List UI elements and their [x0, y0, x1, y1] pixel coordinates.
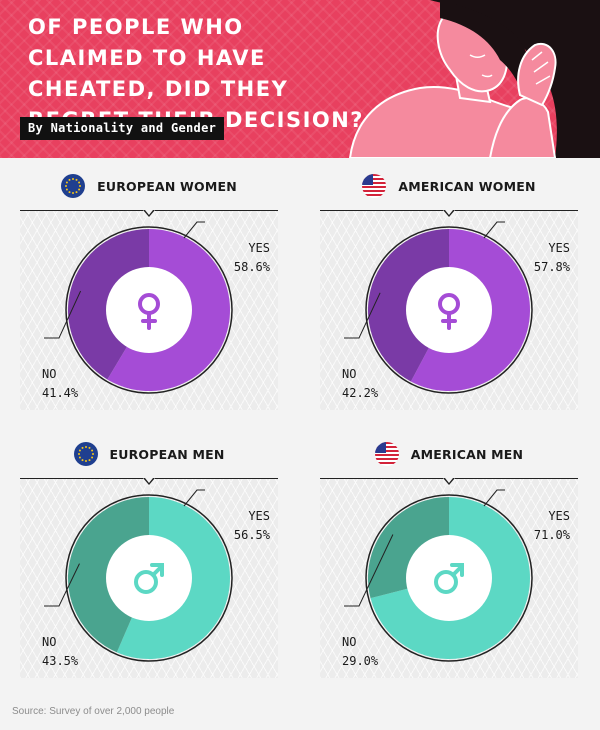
label-yes: YES 58.6%	[198, 239, 270, 277]
donut-hole	[406, 267, 492, 353]
panel-title: EUROPEAN MEN	[109, 446, 225, 462]
value-no: 43.5%	[42, 654, 79, 668]
leader-line-yes	[183, 489, 205, 507]
label-no: NO 42.2%	[342, 365, 414, 403]
panel-title: EUROPEAN WOMEN	[97, 178, 237, 194]
eu-flag-icon	[73, 442, 98, 466]
panel-notch	[143, 477, 155, 486]
donut-outline	[65, 226, 233, 394]
male-icon	[434, 563, 464, 594]
female-icon	[138, 293, 160, 330]
donut-hole	[106, 535, 192, 621]
label-no: NO 43.5%	[42, 633, 114, 671]
donut-hole	[406, 535, 492, 621]
donut-hole	[106, 267, 192, 353]
us-flag-icon	[362, 174, 387, 198]
donut-panel-american-men: YES 71.0% NO 29.0%	[320, 477, 578, 678]
panel-notch	[443, 477, 455, 486]
panel-header-european-men: EUROPEAN MEN	[20, 434, 278, 474]
panel-notch	[143, 209, 155, 218]
value-no: 41.4%	[42, 386, 79, 400]
leader-line-no	[44, 563, 80, 607]
panel-title: AMERICAN WOMEN	[398, 178, 536, 194]
category-yes: YES	[248, 241, 270, 255]
leader-line-yes	[483, 489, 505, 507]
panel-notch	[443, 209, 455, 218]
panel-header-european-women: EUROPEAN WOMEN	[20, 166, 278, 206]
category-yes: YES	[548, 509, 570, 523]
donut-chart	[44, 489, 233, 662]
male-icon	[134, 563, 164, 594]
donut-outline	[365, 494, 533, 662]
value-no: 29.0%	[342, 654, 379, 668]
value-yes: 71.0%	[533, 528, 570, 542]
category-no: NO	[42, 367, 57, 381]
header-banner: OF PEOPLE WHO CLAIMED TO HAVE CHEATED, D…	[0, 0, 600, 158]
leader-line-no	[44, 290, 82, 339]
panel-title: AMERICAN MEN	[410, 446, 524, 462]
donut-panel-american-women: YES 57.8% NO 42.2%	[320, 209, 578, 410]
donut-outline	[65, 494, 233, 662]
panel-header-american-women: AMERICAN WOMEN	[320, 166, 578, 206]
label-no: NO 29.0%	[342, 633, 414, 671]
us-flag-icon	[374, 442, 399, 466]
category-yes: YES	[248, 509, 270, 523]
leader-line-yes	[183, 221, 205, 239]
value-yes: 56.5%	[233, 528, 270, 542]
category-no: NO	[342, 367, 357, 381]
leader-line-no	[344, 534, 394, 607]
regretful-woman-illustration	[348, 0, 600, 158]
donut-chart	[344, 489, 533, 662]
donut-chart	[44, 221, 233, 394]
leader-line-no	[344, 292, 381, 339]
donut-outline	[365, 226, 533, 394]
eu-flag-icon	[61, 174, 86, 198]
female-icon	[438, 293, 460, 330]
value-yes: 58.6%	[233, 260, 270, 274]
value-yes: 57.8%	[533, 260, 570, 274]
source-note: Source: Survey of over 2,000 people	[12, 706, 175, 717]
category-yes: YES	[548, 241, 570, 255]
donut-chart	[344, 221, 533, 394]
label-yes: YES 56.5%	[198, 507, 270, 545]
panel-header-american-men: AMERICAN MEN	[320, 434, 578, 474]
page-subtitle: By Nationality and Gender	[20, 117, 225, 140]
leader-line-yes	[483, 221, 505, 239]
category-no: NO	[342, 635, 357, 649]
donut-panel-european-women: YES 58.6% NO 41.4%	[20, 209, 278, 410]
label-no: NO 41.4%	[42, 365, 114, 403]
label-yes: YES 71.0%	[498, 507, 570, 545]
label-yes: YES 57.8%	[498, 239, 570, 277]
donut-panel-european-men: YES 56.5% NO 43.5%	[20, 477, 278, 678]
value-no: 42.2%	[342, 386, 379, 400]
category-no: NO	[42, 635, 57, 649]
